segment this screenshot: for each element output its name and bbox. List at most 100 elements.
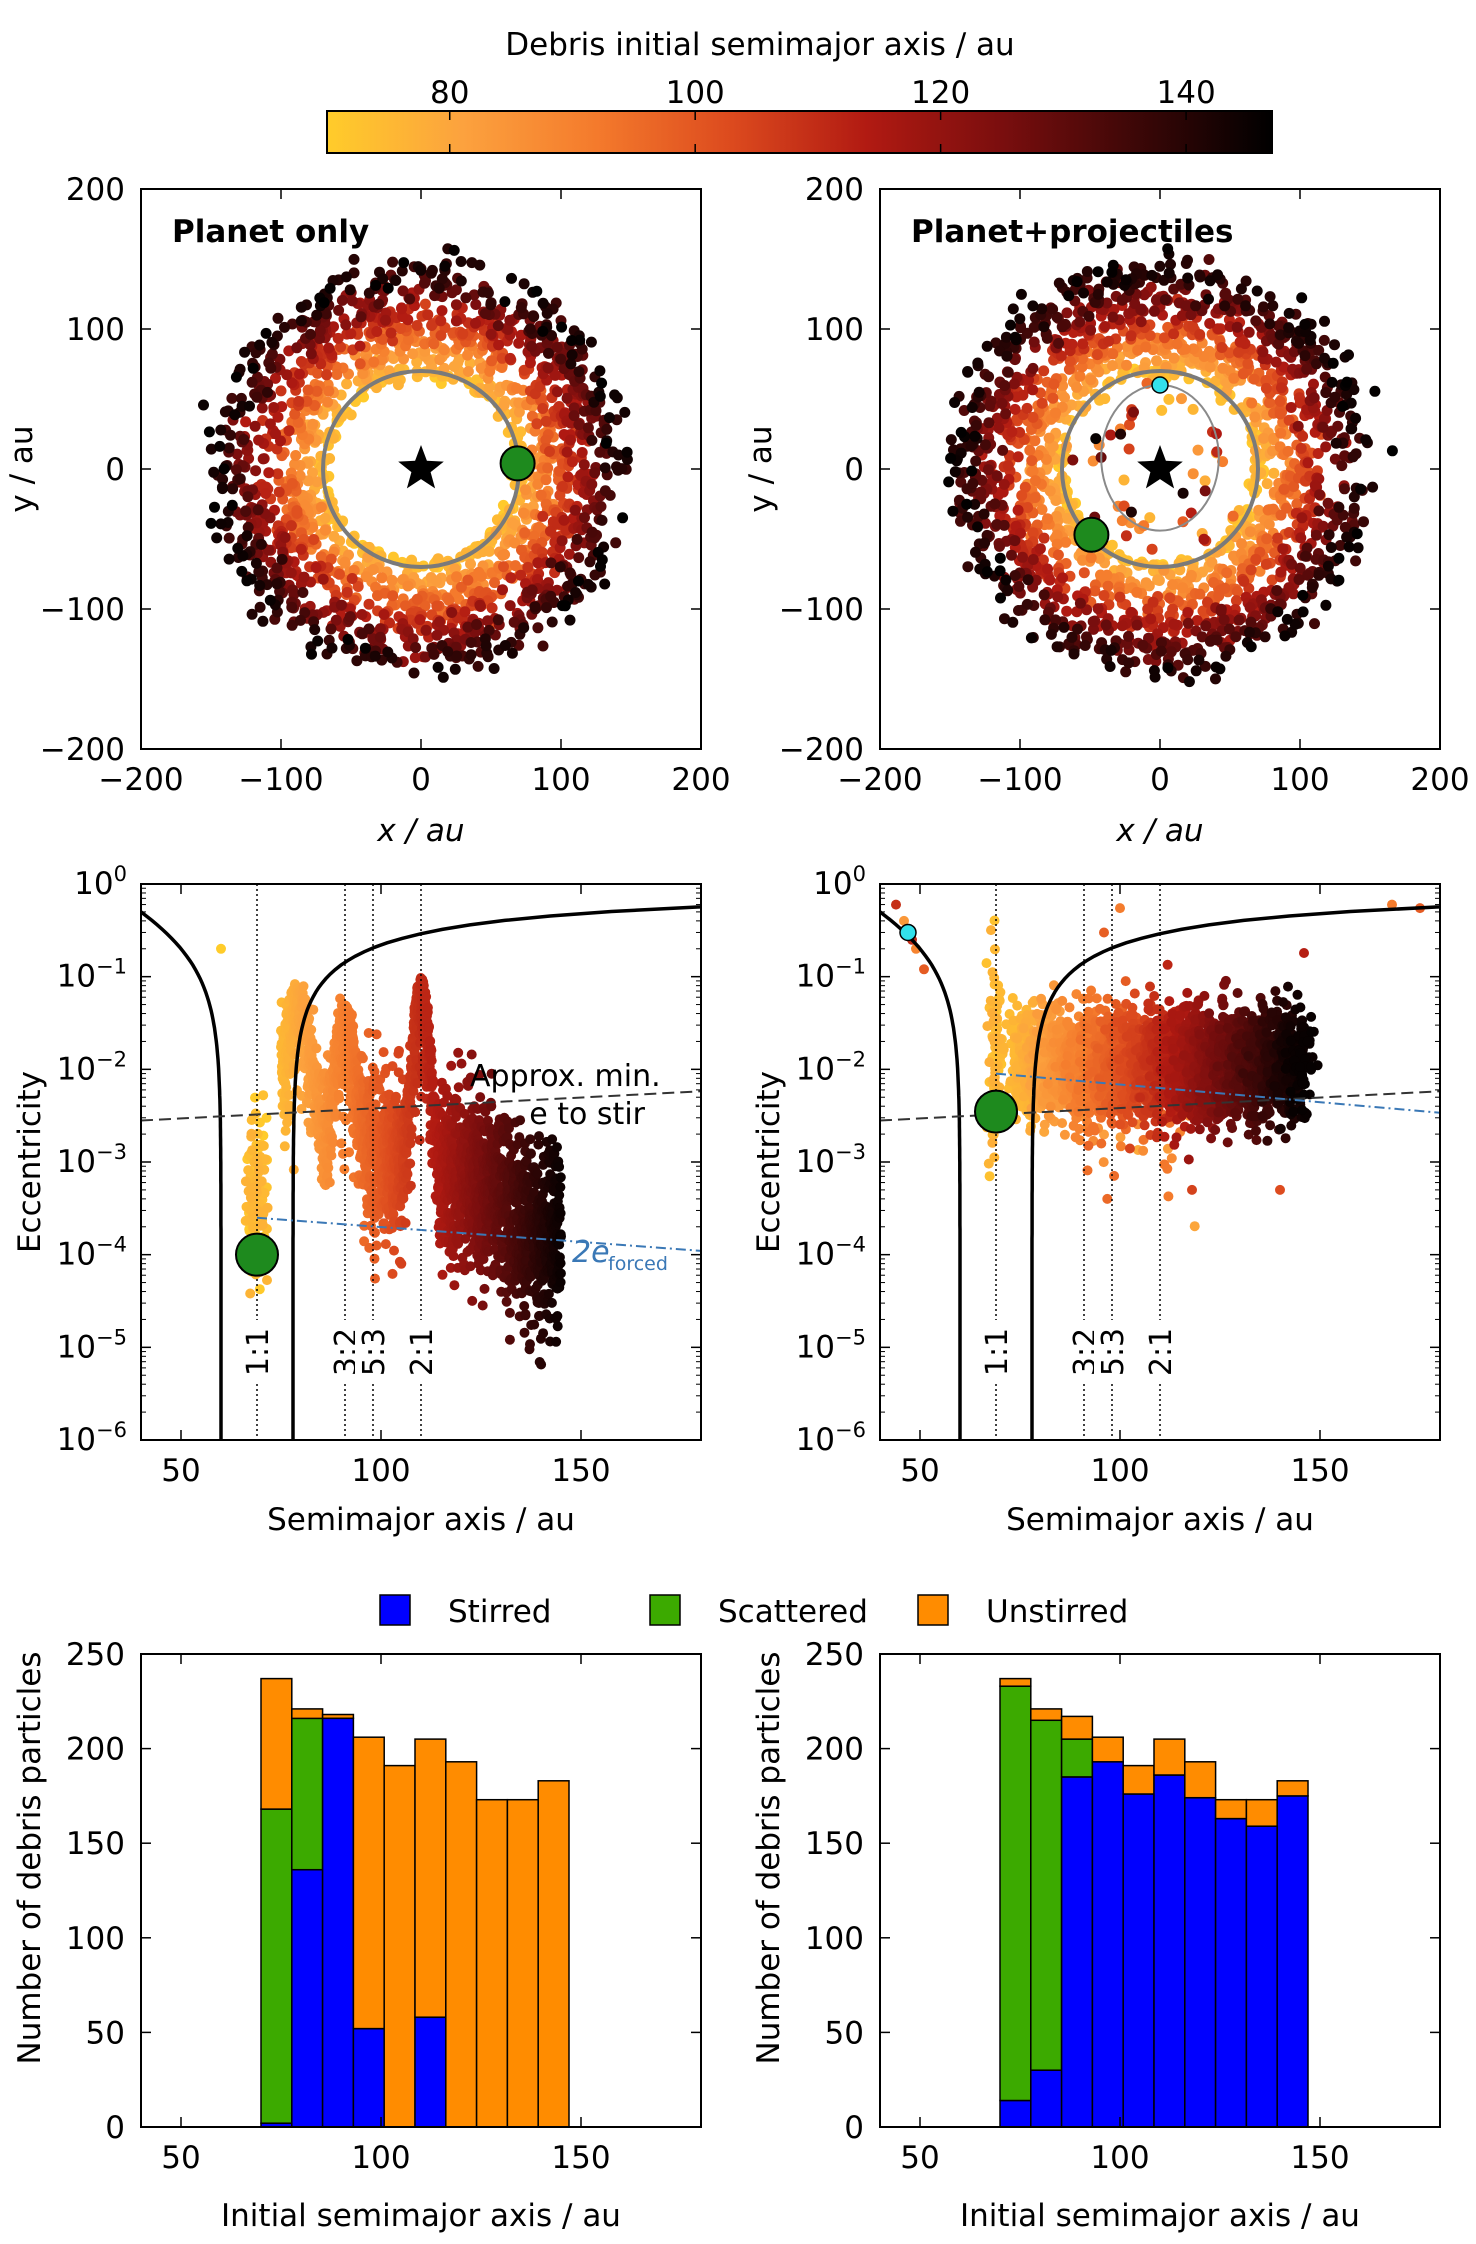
debris-particle: [1047, 392, 1059, 404]
debris-particle: [246, 1115, 257, 1125]
debris-particle: [561, 392, 573, 404]
debris-particle: [1028, 336, 1040, 348]
planet-marker: [1073, 516, 1110, 553]
debris-particle: [411, 593, 423, 605]
debris-particle: [1098, 590, 1110, 601]
debris-particle: [301, 395, 313, 407]
debris-particle: [370, 1227, 380, 1238]
debris-particle: [324, 1177, 335, 1188]
debris-particle: [520, 484, 531, 496]
debris-particle: [1068, 648, 1080, 660]
debris-particle: [1145, 281, 1157, 293]
debris-particle: [475, 570, 487, 582]
debris-particle: [1057, 572, 1069, 584]
debris-particle: [1223, 623, 1235, 635]
debris-particle: [1012, 504, 1024, 516]
debris-particle: [975, 486, 987, 498]
debris-particle: [531, 285, 543, 297]
debris-particle: [1138, 289, 1150, 301]
debris-particle: [411, 356, 423, 368]
debris-particle: [540, 434, 552, 446]
debris-particle: [1317, 421, 1329, 433]
particles: [943, 243, 1398, 688]
debris-particle: [369, 1253, 380, 1264]
debris-particle: [515, 302, 527, 314]
debris-particle: [1063, 290, 1075, 302]
debris-particle: [310, 562, 322, 574]
debris-particle: [257, 453, 269, 465]
debris-particle: [995, 592, 1006, 604]
debris-particle: [1051, 510, 1062, 522]
debris-particle: [1176, 310, 1188, 322]
debris-particle: [1116, 620, 1128, 632]
debris-particle: [1021, 598, 1033, 610]
debris-particle: [422, 309, 434, 321]
debris-particle: [211, 532, 223, 544]
debris-particle: [537, 297, 549, 309]
debris-particle: [1202, 596, 1213, 608]
debris-particle: [1301, 363, 1313, 375]
debris-particle: [1271, 585, 1283, 596]
debris-particle: [1323, 529, 1335, 541]
debris-particle: [1327, 357, 1339, 369]
debris-particle: [1045, 628, 1057, 640]
debris-particle: [515, 426, 527, 438]
debris-particle: [419, 651, 431, 663]
debris-particle: [292, 416, 304, 428]
debris-particle: [363, 623, 375, 635]
debris-particle: [1115, 428, 1127, 440]
debris-particle: [1199, 475, 1211, 487]
debris-particle: [432, 661, 444, 673]
colorbar-tick-label: 140: [1157, 75, 1216, 111]
debris-particle: [1099, 393, 1111, 405]
debris-particle: [246, 608, 258, 620]
debris-particle: [323, 342, 335, 354]
debris-particle: [387, 256, 399, 268]
debris-particle: [354, 340, 366, 352]
debris-particle: [600, 437, 612, 449]
debris-particle: [1034, 543, 1046, 555]
debris-particle: [1042, 563, 1054, 575]
debris-particle: [1351, 528, 1363, 540]
debris-particle: [1051, 538, 1063, 550]
planet-orbit: [1060, 369, 1260, 569]
debris-particle: [217, 473, 229, 485]
debris-particle: [537, 325, 549, 337]
debris-particle: [1360, 434, 1372, 446]
debris-particle: [346, 295, 358, 307]
debris-particle: [1185, 309, 1197, 321]
debris-particle: [1233, 614, 1245, 626]
debris-particle: [254, 1284, 265, 1295]
debris-particle: [1282, 445, 1294, 457]
debris-particle: [223, 532, 235, 544]
debris-particle: [321, 369, 333, 381]
debris-particle: [1322, 560, 1334, 572]
debris-particle: [1038, 532, 1050, 544]
debris-particle: [367, 564, 379, 575]
debris-particle: [1101, 297, 1113, 309]
colorbar-tick-label: 100: [666, 75, 725, 111]
debris-particle: [1355, 483, 1367, 495]
debris-particle: [1106, 539, 1118, 551]
debris-particle: [1246, 397, 1258, 409]
debris-particle: [279, 532, 291, 543]
debris-particle: [1002, 366, 1014, 378]
debris-particle: [1245, 616, 1257, 628]
debris-particle: [229, 409, 241, 421]
debris-particle: [1283, 307, 1295, 319]
debris-particle: [1333, 574, 1345, 586]
debris-particle: [1100, 619, 1112, 631]
debris-particle: [1234, 336, 1246, 348]
debris-particle: [426, 264, 438, 276]
y-tick-label: 100: [805, 312, 864, 348]
debris-particle: [1039, 614, 1051, 626]
debris-particle: [377, 273, 389, 285]
debris-particle: [528, 311, 540, 322]
debris-particle: [1131, 586, 1143, 598]
debris-particle: [1281, 502, 1292, 514]
debris-particle: [348, 253, 360, 265]
debris-particle: [506, 647, 518, 659]
debris-particle: [1179, 343, 1191, 355]
debris-particle: [462, 574, 474, 586]
debris-particle: [308, 1004, 319, 1015]
